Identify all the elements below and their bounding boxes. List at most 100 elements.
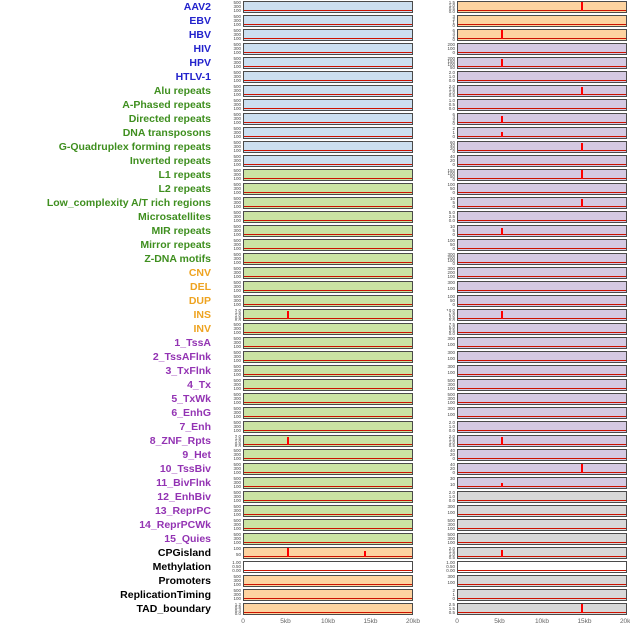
right-profile-panel <box>457 463 627 475</box>
y-tick-label: 500 <box>233 533 241 537</box>
y-tick-label: 50 <box>449 243 455 247</box>
y-tick-label: 500 <box>233 323 241 327</box>
y-tick-label: 0.0 <box>215 319 241 321</box>
left-y-axis-ticks: 500 300 100 <box>215 183 243 195</box>
left-profile-panel <box>243 29 413 41</box>
right-y-axis-ticks: 40 20 0 <box>413 155 457 167</box>
y-tick-label: 2.0 <box>448 71 455 75</box>
row-label: 11_BivFlnk <box>156 477 211 489</box>
left-y-axis-ticks: 100 50 <box>215 547 243 559</box>
y-tick-label: 300 <box>233 495 241 499</box>
y-tick-label: 300 <box>233 75 241 79</box>
y-tick-label: 300 <box>233 509 241 513</box>
y-tick-label: 100 <box>233 373 241 377</box>
signal-baseline <box>244 178 412 179</box>
left-y-axis-ticks: 500 300 100 <box>215 281 243 293</box>
left-profile-panel <box>243 281 413 293</box>
y-tick-label: 0 <box>452 303 455 307</box>
signal-baseline <box>244 542 412 543</box>
y-tick-label: 100 <box>447 295 455 299</box>
y-tick-label: 1.0 <box>448 4 455 7</box>
y-tick-label: 300 <box>447 575 455 579</box>
y-tick-label: 7.5 <box>448 323 455 326</box>
y-tick-label: 100 <box>233 547 241 551</box>
signal-baseline <box>244 332 412 333</box>
signal-baseline <box>458 248 626 249</box>
y-tick-label: 100 <box>233 205 241 209</box>
y-tick-label: 500 <box>233 575 241 579</box>
right-y-axis-ticks: 300 100 <box>413 365 457 377</box>
y-tick-label: 5 <box>452 201 455 205</box>
y-tick-label: 300 <box>233 201 241 205</box>
y-tick-label: 300 <box>447 505 455 509</box>
left-y-axis-ticks: 500 300 100 <box>215 239 243 251</box>
left-y-axis-ticks: 500 300 100 <box>215 351 243 363</box>
right-y-axis-ticks: 300 200 100 0 <box>413 253 457 265</box>
y-tick-label: 500 <box>233 253 241 257</box>
left-profile-panel <box>243 197 413 209</box>
row-label: HPV <box>189 57 211 69</box>
y-tick-label: 2.0 <box>215 309 241 311</box>
signal-baseline <box>244 206 412 207</box>
left-profile-panel <box>243 379 413 391</box>
left-profile-panel <box>243 267 413 279</box>
y-tick-label: 100 <box>233 541 241 545</box>
y-tick-label: 0 <box>452 122 455 125</box>
y-tick-label: 500 <box>233 239 241 243</box>
y-tick-label: 5.0 <box>448 326 455 329</box>
x-axis-spacer <box>0 616 243 630</box>
y-tick-label: 0.8 <box>234 606 241 609</box>
chart-row: HBV 500 300 100 6 4 2 0 <box>0 28 630 42</box>
chart-row: EBV 500 300 100 3 2 1 0 <box>0 14 630 28</box>
right-y-axis-ticks: 40 20 0 <box>413 449 457 461</box>
right-y-axis-ticks: 40 20 0 <box>413 463 457 475</box>
left-y-axis-ticks: 500 300 100 <box>215 491 243 503</box>
left-y-axis-ticks: 500 300 100 <box>215 127 243 139</box>
signal-baseline <box>244 360 412 361</box>
y-tick-label: 100 <box>447 357 455 361</box>
right-profile-panel <box>457 113 627 125</box>
y-tick-label: 50 <box>449 187 455 191</box>
signal-baseline <box>244 416 412 417</box>
right-y-axis-ticks: 500 300 100 <box>413 393 457 405</box>
y-tick-label: 300 <box>447 383 455 387</box>
row-label: DEL <box>190 281 211 293</box>
left-profile-panel <box>243 57 413 69</box>
y-tick-label: 200 <box>447 271 455 275</box>
chart-row: DNA transposons 500 300 100 2 1 0 <box>0 126 630 140</box>
y-tick-label: 10.0 <box>413 309 455 311</box>
x-tick-label: 5kb <box>494 618 505 625</box>
chart-row: 15_Quies 500 300 100 500 300 100 <box>0 532 630 546</box>
y-tick-label: 100 <box>233 275 241 279</box>
y-tick-label: 2 <box>452 35 455 38</box>
right-profile-panel <box>457 603 627 615</box>
row-label: G-Quadruplex forming repeats <box>58 141 211 153</box>
signal-baseline <box>458 108 626 109</box>
row-label: DNA transposons <box>122 127 211 139</box>
signal-baseline <box>244 346 412 347</box>
y-tick-label: 2 <box>452 119 455 122</box>
signal-baseline <box>458 304 626 305</box>
y-tick-label: 40 <box>449 144 455 147</box>
chart-row: 7_Enh 500 300 100 2.0 1.0 0.0 <box>0 420 630 434</box>
left-profile-panel <box>243 575 413 587</box>
signal-baseline <box>244 612 412 613</box>
row-label: Z-DNA motifs <box>144 253 211 265</box>
y-tick-label: 300 <box>233 131 241 135</box>
signal-baseline <box>244 500 412 501</box>
y-tick-label: 300 <box>233 453 241 457</box>
y-tick-label: 0 <box>452 135 455 139</box>
y-tick-label: 1 <box>452 131 455 135</box>
y-tick-label: 300 <box>233 383 241 387</box>
y-tick-label: 300 <box>233 187 241 191</box>
signal-baseline <box>458 276 626 277</box>
right-profile-panel <box>457 533 627 545</box>
left-profile-panel <box>243 253 413 265</box>
signal-baseline <box>458 472 626 473</box>
y-tick-label: 100 <box>447 239 455 243</box>
left-profile-panel <box>243 365 413 377</box>
signal-baseline <box>244 164 412 165</box>
signal-baseline <box>244 388 412 389</box>
y-tick-label: 6 <box>452 113 455 116</box>
signal-baseline <box>458 430 626 431</box>
